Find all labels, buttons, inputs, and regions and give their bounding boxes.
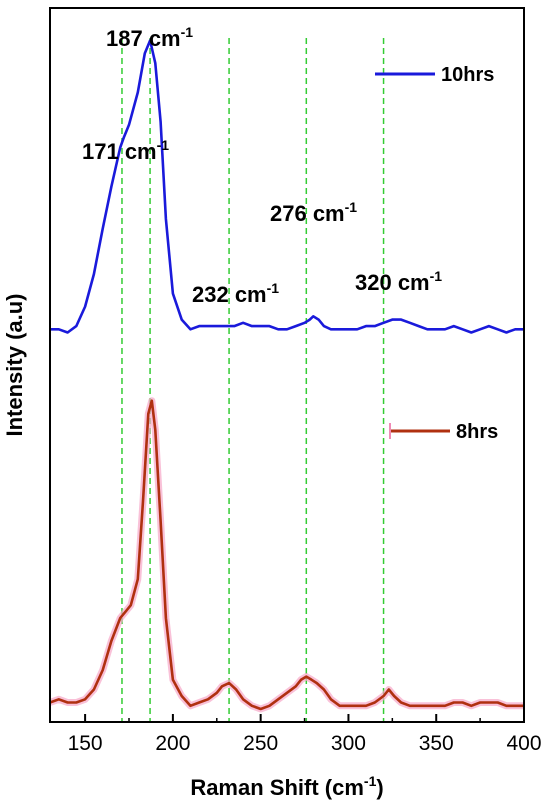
x-axis-title-tail: ) xyxy=(376,775,383,800)
peak-annotation: 276 cm-1 xyxy=(270,199,357,226)
x-tick-label: 350 xyxy=(419,732,454,755)
peak-annotation: 187 cm-1 xyxy=(106,24,193,51)
x-tick-label: 400 xyxy=(506,732,541,755)
peak-annotation-sup: -1 xyxy=(157,137,170,153)
peak-annotation-sup: -1 xyxy=(430,268,443,284)
series-line-8hrs xyxy=(49,399,524,711)
peak-annotation: 232 cm-1 xyxy=(192,280,279,307)
x-tick-label: 200 xyxy=(155,732,190,755)
series-8hrs-band xyxy=(48,397,524,713)
x-tick-label: 150 xyxy=(68,732,103,755)
x-tick-label: 300 xyxy=(331,732,366,755)
peak-annotation-sup: -1 xyxy=(345,199,358,215)
x-tick-label: 250 xyxy=(243,732,278,755)
legend-label-10hrs: 10hrs xyxy=(441,64,494,86)
x-axis-title: Raman Shift (cm-1) xyxy=(190,773,383,800)
x-axis-title-sup: -1 xyxy=(364,773,377,789)
legend-label-8hrs: 8hrs xyxy=(456,421,498,443)
y-axis-title: Intensity (a.u) xyxy=(2,293,27,436)
series-line-10hrs xyxy=(50,39,524,334)
peak-annotation: 171 cm-1 xyxy=(82,137,169,164)
peak-annotation-sup: -1 xyxy=(267,280,280,296)
peak-annotation-sup: -1 xyxy=(181,24,194,40)
plot-frame xyxy=(49,7,525,723)
peak-annotation: 320 cm-1 xyxy=(355,268,442,295)
